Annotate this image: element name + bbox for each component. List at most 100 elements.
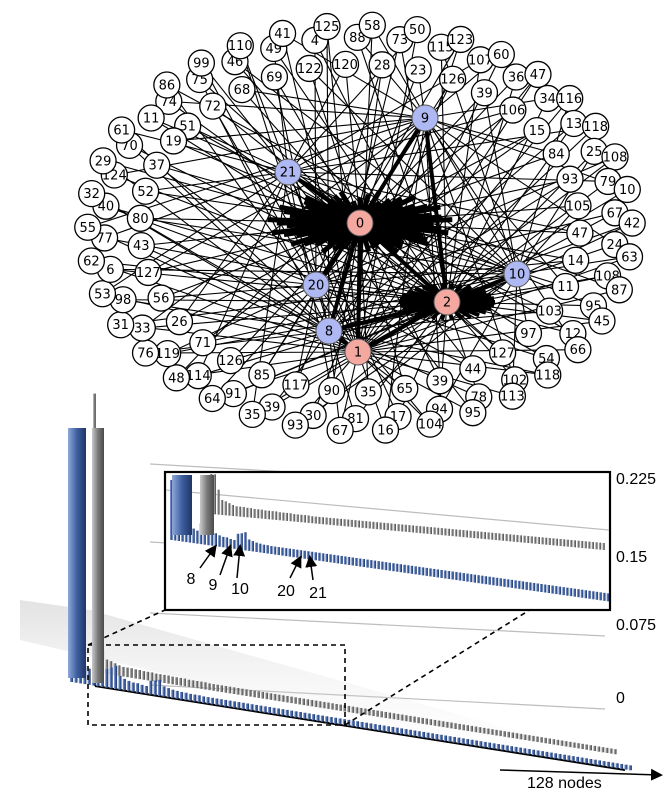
chart-bar-grey xyxy=(421,717,424,724)
graph-node-label: 58 xyxy=(364,19,381,34)
graph-node-circle xyxy=(282,371,310,399)
chart-inset-bar-grey xyxy=(426,526,429,534)
chart-bar-grey xyxy=(613,749,617,755)
chart-bar-blue xyxy=(395,727,399,734)
graph-node-circle xyxy=(470,79,499,107)
chart-bar-grey xyxy=(392,713,396,720)
chart-bar-grey xyxy=(388,712,392,719)
graph-node: 23 xyxy=(404,56,432,84)
graph-node-label: 86 xyxy=(159,78,176,93)
chart-inset-bar-grey xyxy=(588,541,591,549)
chart-inset-bar-grey xyxy=(372,521,375,529)
chart-bar-blue xyxy=(272,707,276,714)
chart-inset-bar-blue xyxy=(488,576,491,585)
graph-node-label: 119 xyxy=(155,347,180,362)
chart-bar-grey xyxy=(220,685,223,693)
graph-node-circle xyxy=(542,140,570,168)
graph-node-label: 74 xyxy=(161,95,178,110)
graph-edge xyxy=(287,171,503,354)
graph-node-label: 16 xyxy=(377,424,394,439)
chart-inset-peak-bar xyxy=(172,475,192,535)
chart-bar-blue xyxy=(338,718,342,725)
chart-bar-blue xyxy=(184,692,188,701)
graph-node-label: 15 xyxy=(529,124,546,139)
graph-node-circle xyxy=(564,336,592,364)
graph-node: 37 xyxy=(143,151,171,179)
chart-inset-bar-grey xyxy=(444,528,447,536)
chart-bar-blue xyxy=(611,762,615,768)
chart-bar-grey xyxy=(416,717,420,724)
chart-bar-grey xyxy=(138,670,141,680)
chart-bar-grey xyxy=(257,691,260,698)
graph-edge xyxy=(368,273,518,393)
chart-inset-bar-blue xyxy=(573,588,576,597)
chart-inset-bar-blue xyxy=(340,555,343,564)
chart-inset-bar-blue xyxy=(510,579,513,588)
chart-inset-bar-blue xyxy=(595,591,599,600)
chart-x-axis-line xyxy=(94,685,626,771)
chart-bar-grey xyxy=(462,724,465,731)
chart-inset-bar-grey xyxy=(436,527,440,535)
graph-node-label: 71 xyxy=(195,336,212,351)
graph-node-circle xyxy=(165,308,194,336)
chart-inset-bar-grey xyxy=(498,533,501,541)
chart-inset-bar-blue xyxy=(514,580,517,589)
graph-node-label: 97 xyxy=(520,327,537,342)
chart-inset-bar-blue xyxy=(277,547,280,556)
chart-bar-blue xyxy=(136,683,140,693)
chart-inset-bar-grey xyxy=(350,519,353,527)
graph-node-label: 43 xyxy=(133,239,150,254)
graph-hub-label: 0 xyxy=(356,217,364,232)
graph-node-label: 13 xyxy=(566,117,583,132)
chart-inset-bar-grey xyxy=(523,535,526,543)
chart-bar-grey xyxy=(470,725,474,732)
chart-bar-grey xyxy=(224,686,228,693)
graph-node-label: 125 xyxy=(315,20,340,35)
chart-inset-bar-grey xyxy=(296,514,299,522)
chart-inset-bar-grey xyxy=(242,506,245,517)
graph-node-label: 79 xyxy=(600,175,617,190)
chart-bar-blue xyxy=(545,751,549,758)
chart-inset-bar-grey xyxy=(231,504,234,516)
chart-bar-blue xyxy=(598,760,602,766)
graph-node: 116 xyxy=(556,84,584,113)
graph-node-label: 37 xyxy=(148,159,165,174)
graph-node-circle xyxy=(459,399,487,427)
graph-node-label: 72 xyxy=(204,100,221,115)
graph-node: 65 xyxy=(391,374,419,403)
chart-inset-bar-blue xyxy=(362,559,365,568)
graph-node: 67 xyxy=(326,416,354,445)
graph-node-label: 45 xyxy=(594,315,611,330)
graph-node: 120 xyxy=(331,50,360,79)
chart-inset-bar-blue xyxy=(192,528,195,544)
graph-edge xyxy=(357,289,620,353)
chart-bar-grey xyxy=(523,734,527,741)
chart-bar-grey xyxy=(601,747,605,753)
chart-inset-bar-grey xyxy=(480,531,483,539)
chart-inset-arrow xyxy=(289,555,302,579)
chart-gridline xyxy=(149,612,606,637)
graph-node: 69 xyxy=(260,63,289,91)
chart-inset-bar-blue xyxy=(321,553,325,562)
chart-inset-bar-blue xyxy=(588,590,591,599)
chart-bar-grey xyxy=(580,743,584,750)
chart-bar-grey xyxy=(199,681,203,689)
chart-inset-bar-blue xyxy=(314,552,317,561)
chart-inset-bar-grey xyxy=(548,538,551,546)
chart-bar-blue xyxy=(202,696,206,703)
graph-edge xyxy=(287,109,513,173)
graph-node-circle xyxy=(268,19,297,48)
graph-node-circle xyxy=(588,307,616,335)
chart-inset-bar-blue xyxy=(329,554,332,563)
chart-inset-bar-grey xyxy=(505,534,508,542)
chart-inset-bar-grey xyxy=(537,537,540,545)
graph-node: 55 xyxy=(74,213,102,241)
chart-inset-bar-blue xyxy=(577,589,580,598)
graph-node-circle xyxy=(187,49,216,77)
chart-bar-blue xyxy=(483,741,487,748)
chart-bar-grey xyxy=(425,718,428,725)
chart-bar-grey xyxy=(269,693,273,700)
graph-node-label: 47 xyxy=(572,227,589,242)
chart-inset-bar-blue xyxy=(295,549,299,558)
chart-bar-blue xyxy=(404,729,408,735)
